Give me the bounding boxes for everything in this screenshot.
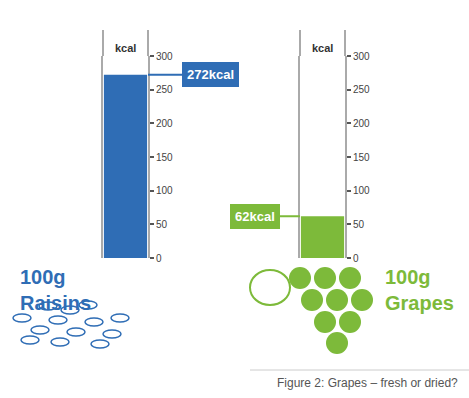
svg-text:kcal: kcal: [312, 42, 333, 54]
svg-text:200: 200: [156, 118, 173, 129]
svg-text:100gRaisins: 100gRaisins: [20, 266, 91, 314]
svg-text:150: 150: [353, 152, 370, 163]
svg-text:150: 150: [156, 152, 173, 163]
svg-text:62kcal: 62kcal: [235, 209, 275, 224]
svg-text:100: 100: [156, 185, 173, 196]
svg-text:50: 50: [156, 219, 168, 230]
svg-text:272kcal: 272kcal: [187, 67, 234, 82]
svg-text:250: 250: [353, 84, 370, 95]
svg-text:Figure 2: Grapes – fresh or dr: Figure 2: Grapes – fresh or dried?: [277, 376, 458, 390]
svg-text:250: 250: [156, 84, 173, 95]
svg-text:300: 300: [156, 51, 173, 62]
svg-text:200: 200: [353, 118, 370, 129]
svg-text:kcal: kcal: [115, 42, 136, 54]
svg-text:100: 100: [353, 185, 370, 196]
svg-text:300: 300: [353, 51, 370, 62]
svg-text:100gGrapes: 100gGrapes: [385, 266, 454, 314]
svg-text:0: 0: [156, 253, 162, 264]
svg-text:50: 50: [353, 219, 365, 230]
svg-text:0: 0: [353, 253, 359, 264]
